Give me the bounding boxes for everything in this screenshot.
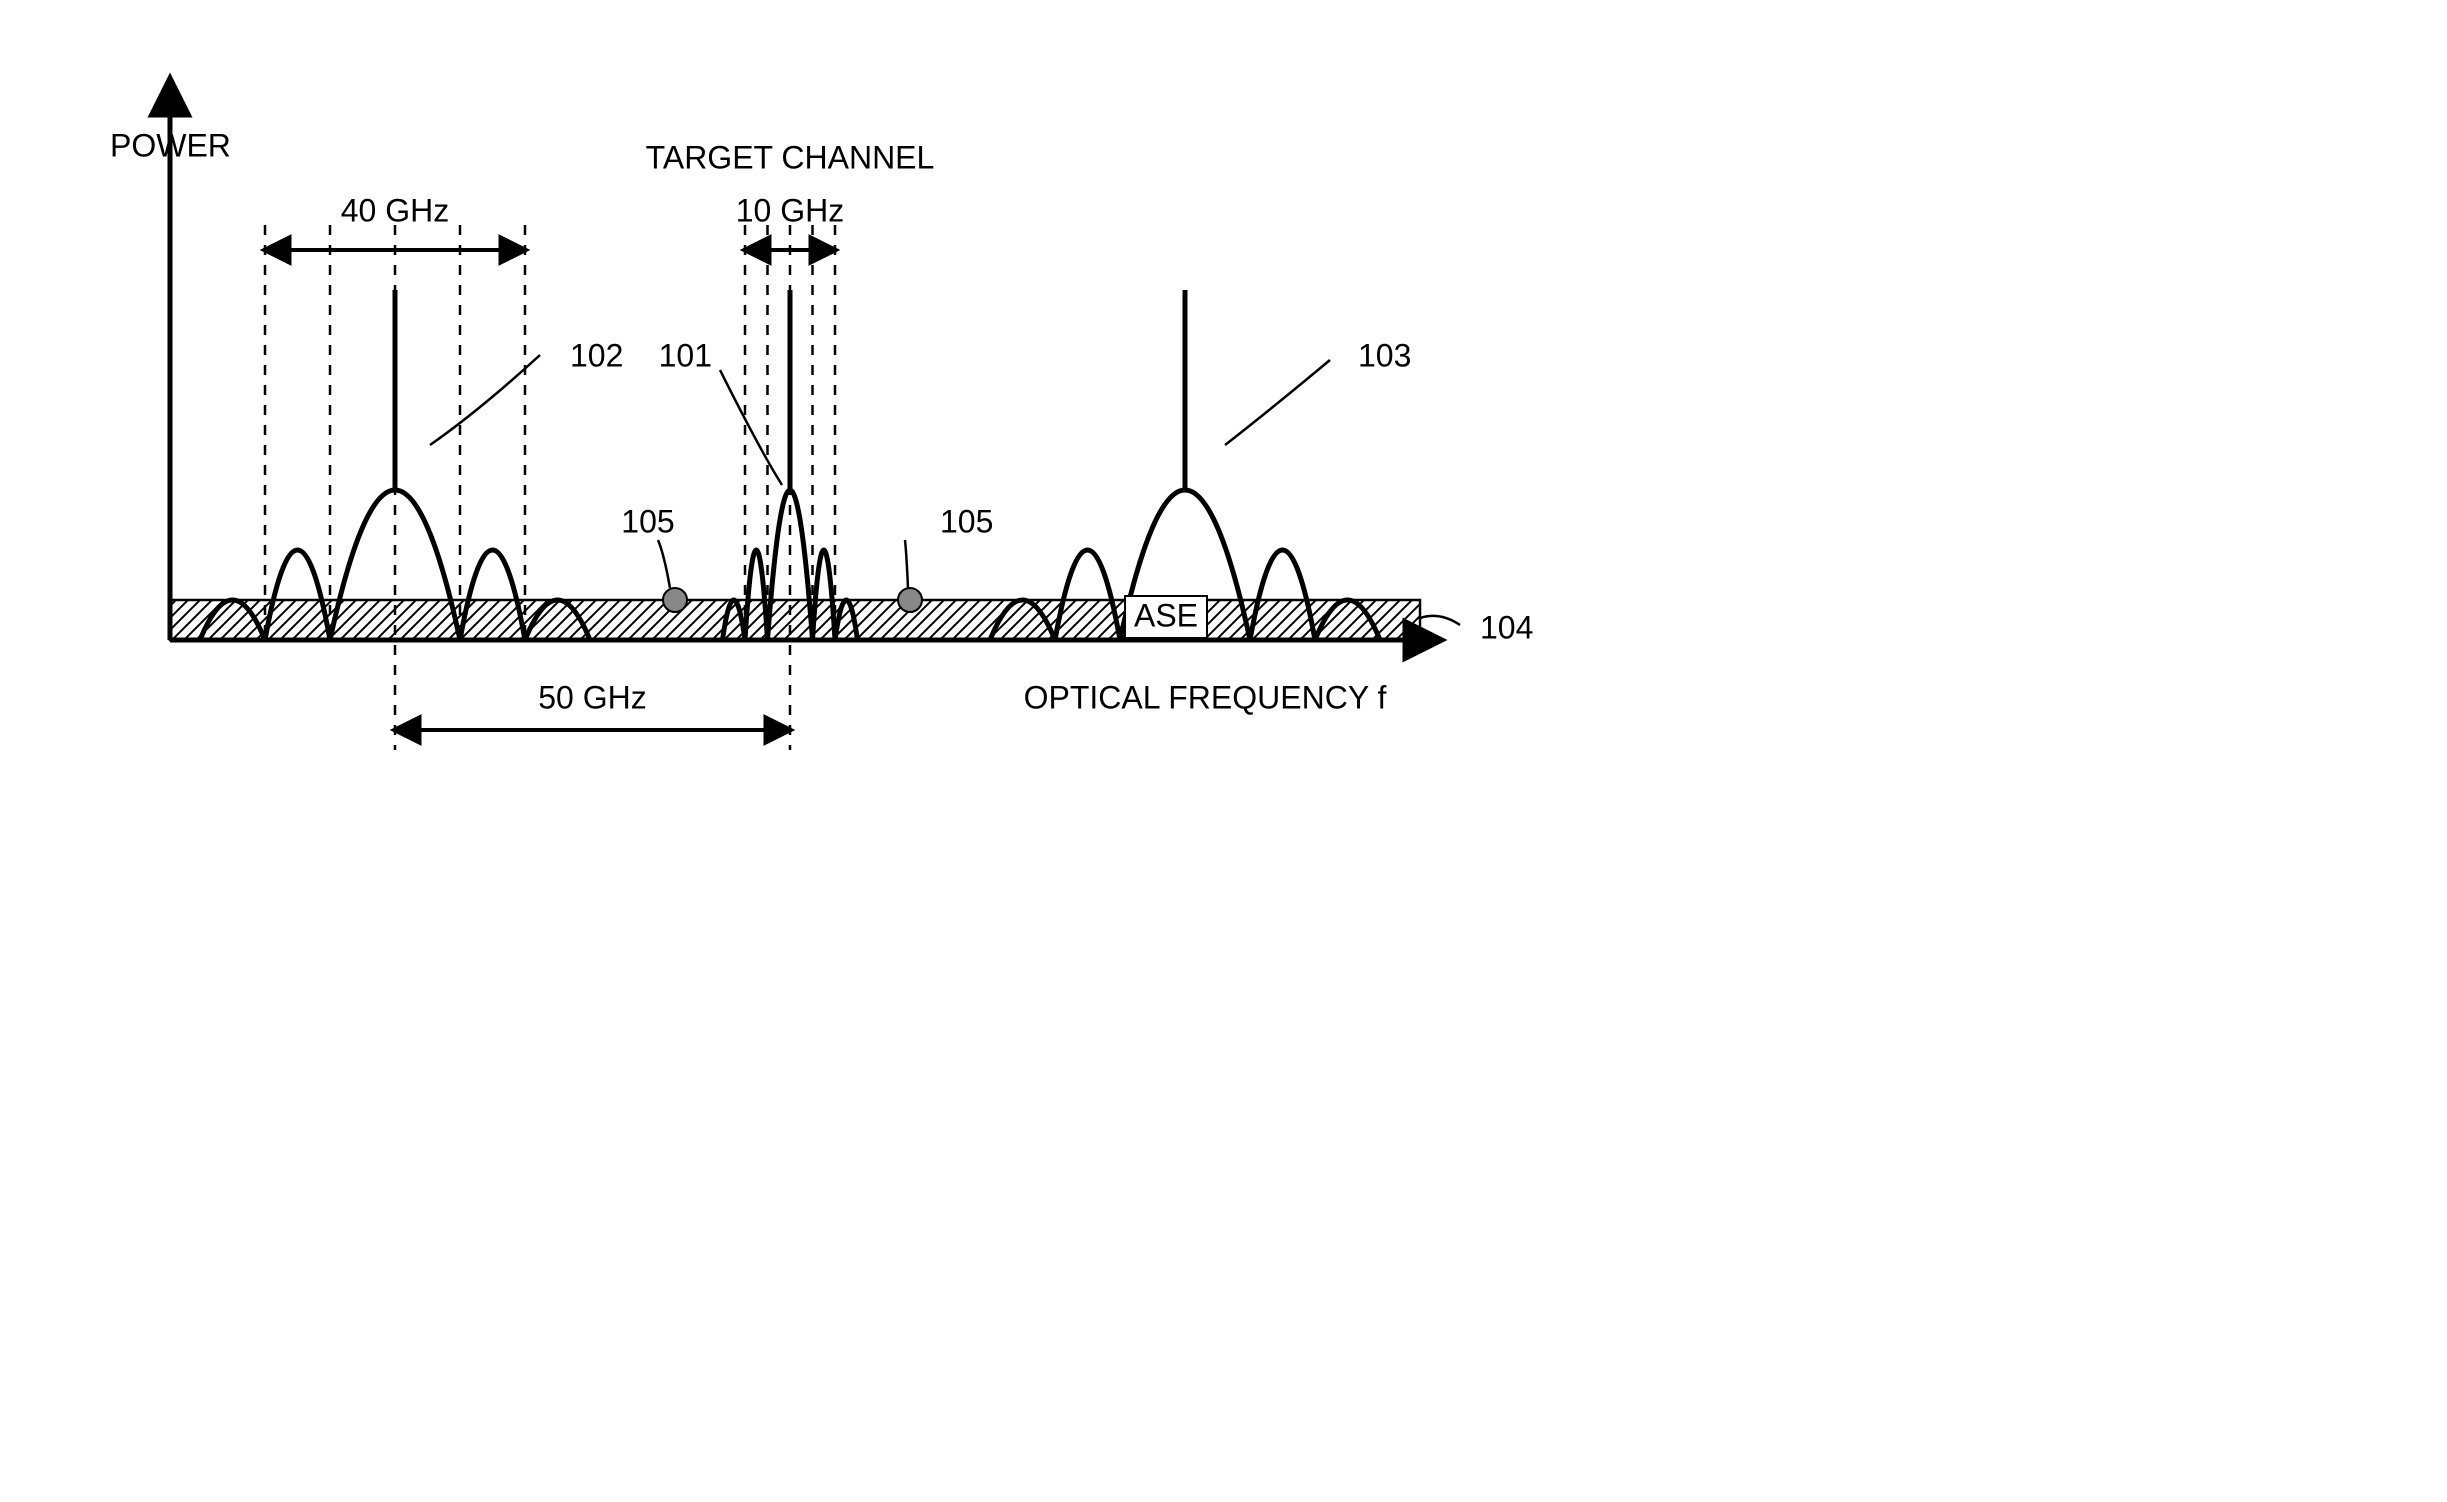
ref-101: 101 [659, 337, 712, 373]
ref-103: 103 [1358, 337, 1411, 373]
ref-105-left: 105 [621, 503, 674, 539]
dashed-guides [265, 225, 835, 750]
reference-leaders [430, 355, 1460, 625]
y-axis-label: POWER [110, 127, 231, 163]
ase-label: ASE [1134, 597, 1198, 633]
dimension-arrows [265, 250, 835, 730]
svg-canvas: POWER OPTICAL FREQUENCY f TARGET CHANNEL 40… [40, 40, 1540, 960]
ref-104: 104 [1480, 609, 1533, 645]
target-channel-label: TARGET CHANNEL [646, 139, 935, 175]
ref-102: 102 [570, 337, 623, 373]
annotation-10ghz: 10 GHz [736, 192, 844, 228]
x-axis-label: OPTICAL FREQUENCY f [1024, 679, 1387, 715]
ase-region [170, 600, 1420, 640]
ref-105-right: 105 [940, 503, 993, 539]
annotation-40ghz: 40 GHz [341, 192, 449, 228]
annotation-50ghz: 50 GHz [538, 679, 646, 715]
spectrum-diagram: POWER OPTICAL FREQUENCY f TARGET CHANNEL 40… [40, 40, 1540, 960]
